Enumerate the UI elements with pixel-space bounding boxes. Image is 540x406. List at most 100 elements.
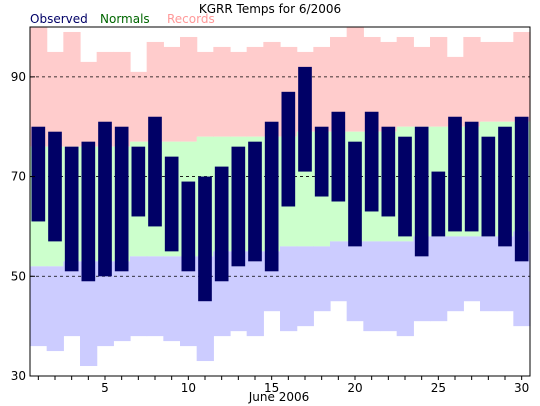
observed-bar-day-8 xyxy=(148,116,162,227)
record-low-band-day-6 xyxy=(113,261,131,342)
observed-bar-day-27 xyxy=(464,121,479,232)
record-low-band-day-23 xyxy=(396,241,414,337)
record-low-band-day-22 xyxy=(380,241,398,332)
observed-bar-day-28 xyxy=(481,136,496,237)
record-low-band-day-27 xyxy=(463,236,481,302)
record-high-band-day-9 xyxy=(163,46,181,142)
observed-bar-day-12 xyxy=(214,166,229,282)
observed-bar-day-26 xyxy=(448,116,462,232)
observed-bar-day-5 xyxy=(98,121,112,277)
observed-bar-day-19 xyxy=(331,111,346,202)
chart-title: KGRR Temps for 6/2006 xyxy=(199,2,341,16)
plot-area: 30 50 70 90 5 10 15 20 25 30 xyxy=(11,26,531,395)
y-tick-label-90: 90 xyxy=(11,70,26,84)
record-low-band-day-16 xyxy=(280,246,298,332)
observed-bar-day-10 xyxy=(181,181,196,272)
legend-records: Records xyxy=(167,12,215,26)
record-low-band-day-14 xyxy=(246,251,264,337)
record-high-band-day-29 xyxy=(496,41,514,122)
observed-bar-day-18 xyxy=(314,126,329,197)
observed-bar-day-30 xyxy=(514,116,529,262)
observed-bar-day-25 xyxy=(431,171,446,237)
record-low-band-day-3 xyxy=(63,261,81,337)
y-tick-label-70: 70 xyxy=(11,170,26,184)
record-low-band-day-21 xyxy=(363,241,381,332)
record-high-band-day-24 xyxy=(413,46,431,127)
legend-observed: Observed xyxy=(30,12,88,26)
observed-bar-day-3 xyxy=(64,146,79,272)
record-low-band-day-17 xyxy=(296,246,314,327)
observed-bar-day-7 xyxy=(131,146,146,217)
record-low-band-day-8 xyxy=(146,256,164,337)
record-low-band-day-5 xyxy=(96,261,114,347)
record-high-band-day-30 xyxy=(513,31,531,122)
record-high-band-day-25 xyxy=(430,36,448,127)
record-low-band-day-19 xyxy=(330,241,348,302)
observed-bar-day-4 xyxy=(81,141,96,282)
record-high-band-day-28 xyxy=(480,41,498,122)
record-high-band-day-21 xyxy=(363,36,381,132)
record-low-band-day-10 xyxy=(180,256,198,347)
record-high-band-day-14 xyxy=(246,46,264,137)
y-tick-label-30: 30 xyxy=(11,369,26,383)
observed-bar-day-16 xyxy=(281,91,296,207)
record-high-band-day-23 xyxy=(396,36,414,127)
observed-bar-day-29 xyxy=(498,126,512,247)
record-high-band-day-20 xyxy=(346,27,364,132)
x-axis-label: June 2006 xyxy=(248,390,310,404)
record-low-band-day-24 xyxy=(413,236,431,322)
plot-frame xyxy=(29,26,531,377)
record-high-band-day-26 xyxy=(446,56,464,127)
observed-bar-day-23 xyxy=(398,136,412,237)
observed-bar-day-21 xyxy=(364,111,379,212)
record-high-band-day-18 xyxy=(313,46,331,132)
record-high-band-day-4 xyxy=(80,61,98,147)
x-tick-label-10: 10 xyxy=(181,381,196,395)
record-high-band-day-6 xyxy=(113,51,131,147)
observed-bar-day-6 xyxy=(114,126,129,272)
record-high-band-day-13 xyxy=(230,51,248,137)
record-low-band-day-4 xyxy=(80,261,98,367)
observed-bar-day-20 xyxy=(348,141,362,247)
observed-bar-day-22 xyxy=(381,126,396,217)
record-high-band-day-1 xyxy=(30,27,48,147)
y-tick-label-50: 50 xyxy=(11,269,26,283)
observed-bar-day-14 xyxy=(248,141,262,262)
observed-bar-day-9 xyxy=(164,156,179,252)
record-high-band-day-7 xyxy=(130,71,148,142)
record-high-band-day-15 xyxy=(263,41,281,137)
observed-bar-day-2 xyxy=(48,131,62,242)
record-low-band-day-2 xyxy=(46,266,64,352)
record-high-band-day-11 xyxy=(196,51,214,137)
record-low-band-day-28 xyxy=(480,236,498,312)
record-high-band-day-22 xyxy=(380,41,398,132)
x-tick-label-15: 15 xyxy=(264,381,279,395)
record-low-band-day-18 xyxy=(313,246,331,312)
observed-bar-day-24 xyxy=(414,126,429,257)
record-low-band-day-26 xyxy=(446,236,464,312)
observed-bar-day-1 xyxy=(31,126,46,222)
record-low-band-day-20 xyxy=(346,241,364,322)
observed-bar-day-11 xyxy=(198,176,212,302)
record-high-band-day-12 xyxy=(213,46,231,137)
record-low-band-day-9 xyxy=(163,256,181,342)
record-low-band-day-1 xyxy=(30,266,48,347)
observed-bar-day-17 xyxy=(298,66,312,172)
x-tick-label-5: 5 xyxy=(101,381,109,395)
record-high-band-day-10 xyxy=(180,36,198,142)
x-tick-label-25: 25 xyxy=(431,381,446,395)
record-high-band-day-19 xyxy=(330,36,348,132)
observed-bar-day-13 xyxy=(231,146,246,267)
x-tick-label-20: 20 xyxy=(347,381,362,395)
record-low-band-day-13 xyxy=(230,251,248,332)
record-low-band-day-7 xyxy=(130,256,148,337)
record-high-band-day-2 xyxy=(46,51,64,147)
observed-bar-day-15 xyxy=(264,121,279,272)
record-low-band-day-29 xyxy=(496,236,514,312)
record-high-band-day-27 xyxy=(463,36,481,127)
legend-normals: Normals xyxy=(100,12,150,26)
record-low-band-day-25 xyxy=(430,236,448,322)
x-tick-label-30: 30 xyxy=(514,381,529,395)
record-high-band-day-3 xyxy=(63,31,81,147)
